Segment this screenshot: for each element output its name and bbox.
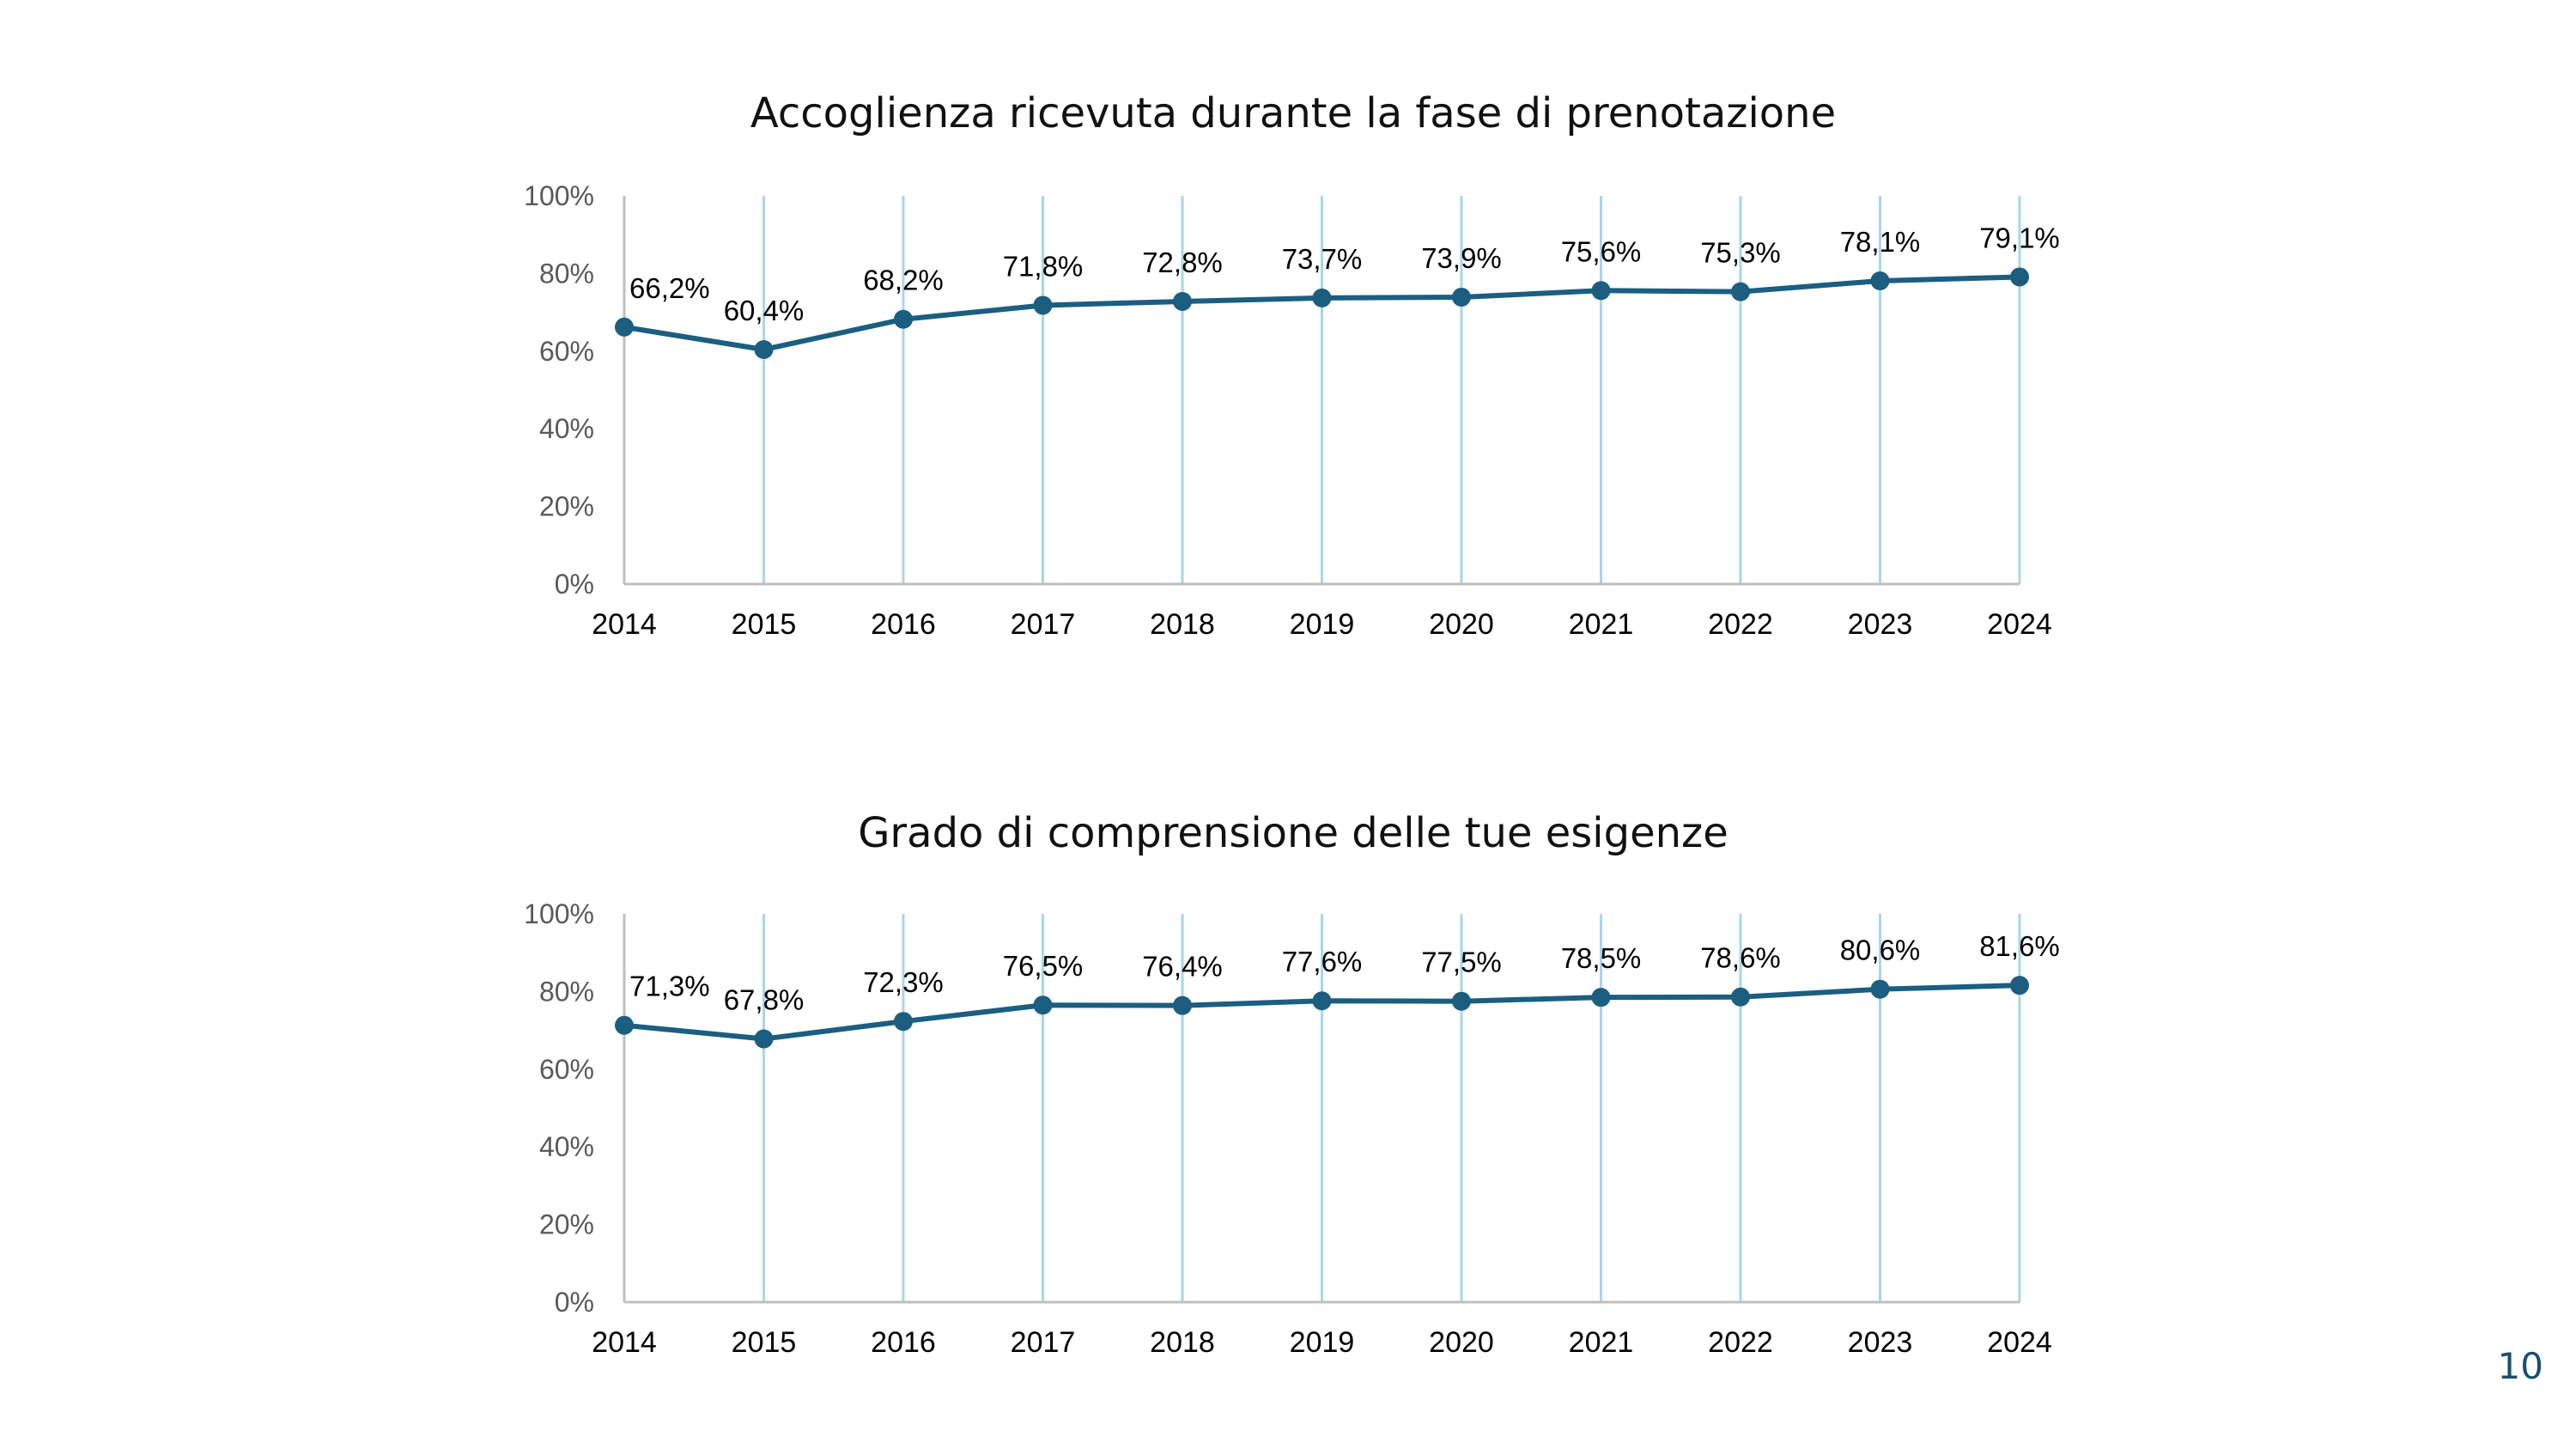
data-point-2021 (1591, 281, 1611, 301)
data-point-2017 (1033, 995, 1053, 1015)
data-point-2015 (754, 1029, 774, 1049)
y-tick-label: 60% (539, 336, 594, 367)
x-tick-label-2016: 2016 (871, 608, 936, 641)
line-chart-comprensione: 0% 20% 40% 60% 80% 100% 2014 2015 2016 2017 2018 20… (524, 898, 2060, 1359)
data-label-2017: 71,8% (1003, 250, 1084, 282)
x-tick-label-2016: 2016 (871, 1326, 936, 1359)
x-tick-label-2015: 2015 (732, 1326, 797, 1359)
x-tick-label-2014: 2014 (592, 608, 657, 641)
y-tick-label: 20% (539, 1209, 594, 1240)
data-label-2024: 81,6% (1979, 930, 2060, 962)
x-tick-label-2021: 2021 (1569, 608, 1634, 641)
data-point-2018 (1173, 995, 1192, 1015)
data-label-2017: 76,5% (1003, 950, 1084, 982)
y-tick-label: 20% (539, 491, 594, 522)
data-point-2014 (615, 317, 634, 337)
data-label-2019: 73,7% (1282, 243, 1363, 275)
data-point-2019 (1312, 991, 1332, 1011)
data-point-2023 (1870, 271, 1890, 290)
x-tick-label-2023: 2023 (1848, 608, 1913, 641)
x-tick-label-2019: 2019 (1290, 1326, 1355, 1359)
data-point-2024 (2010, 976, 2029, 995)
data-label-2016: 68,2% (863, 265, 944, 296)
data-point-2020 (1452, 991, 1471, 1011)
x-tick-label-2019: 2019 (1290, 608, 1355, 641)
data-point-2018 (1173, 291, 1192, 311)
y-tick-label: 80% (539, 976, 594, 1007)
data-point-2017 (1033, 295, 1053, 315)
data-label-2018: 76,4% (1142, 951, 1223, 983)
data-label-2023: 78,1% (1840, 226, 1921, 258)
data-point-2016 (894, 309, 913, 329)
y-tick-label: 40% (539, 413, 594, 444)
data-label-2021: 78,5% (1561, 942, 1642, 974)
x-tick-label-2024: 2024 (1987, 608, 2052, 641)
x-tick-label-2017: 2017 (1011, 1326, 1076, 1359)
y-tick-label: 40% (539, 1131, 594, 1162)
x-tick-label-2014: 2014 (592, 1326, 657, 1359)
x-tick-label-2020: 2020 (1429, 1326, 1494, 1359)
data-label-2019: 77,6% (1282, 946, 1363, 977)
data-point-2022 (1731, 282, 1750, 301)
chart-title-accoglienza: Accoglienza ricevuta durante la fase di … (750, 89, 1837, 137)
data-point-2022 (1731, 987, 1750, 1007)
x-tick-label-2018: 2018 (1150, 1326, 1215, 1359)
data-label-2015: 67,8% (724, 984, 805, 1016)
y-tick-label: 0% (555, 569, 594, 600)
data-label-2022: 78,6% (1700, 942, 1781, 974)
data-label-2021: 75,6% (1561, 235, 1642, 267)
x-tick-label-2017: 2017 (1011, 608, 1076, 641)
y-tick-label: 80% (539, 258, 594, 289)
data-point-2019 (1312, 288, 1332, 307)
data-label-2024: 79,1% (1979, 222, 2060, 253)
y-tick-label: 0% (555, 1287, 594, 1318)
data-label-2020: 77,5% (1421, 947, 1502, 978)
data-point-2023 (1870, 979, 1890, 999)
data-label-2014: 66,2% (629, 272, 710, 304)
data-point-2014 (615, 1015, 634, 1035)
line-chart-accoglienza: 0% 20% 40% 60% 80% 100% 2014 2015 2016 2017 2018 20… (524, 180, 2060, 641)
data-label-2016: 72,3% (863, 966, 944, 998)
data-label-2018: 72,8% (1142, 247, 1223, 278)
x-tick-label-2023: 2023 (1848, 1326, 1913, 1359)
x-tick-label-2015: 2015 (732, 608, 797, 641)
data-point-2021 (1591, 988, 1611, 1008)
x-tick-label-2024: 2024 (1987, 1326, 2052, 1359)
data-label-2022: 75,3% (1700, 237, 1781, 269)
x-tick-label-2022: 2022 (1708, 608, 1773, 641)
x-tick-label-2021: 2021 (1569, 1326, 1634, 1359)
data-label-2020: 73,9% (1421, 242, 1502, 274)
data-label-2023: 80,6% (1840, 935, 1921, 966)
y-tick-label: 100% (524, 898, 594, 929)
data-point-2015 (754, 339, 774, 359)
x-tick-label-2020: 2020 (1429, 608, 1494, 641)
data-point-2016 (894, 1012, 913, 1032)
data-point-2020 (1452, 287, 1471, 307)
y-tick-label: 100% (524, 180, 594, 211)
y-tick-label: 60% (539, 1054, 594, 1085)
data-point-2024 (2010, 267, 2029, 287)
data-label-2015: 60,4% (724, 295, 805, 326)
page-number: 10 (2497, 1345, 2543, 1387)
chart-title-comprensione: Grado di comprensione delle tue esigenze (858, 809, 1728, 857)
x-tick-label-2022: 2022 (1708, 1326, 1773, 1359)
x-tick-label-2018: 2018 (1150, 608, 1215, 641)
data-label-2014: 71,3% (629, 971, 710, 1002)
